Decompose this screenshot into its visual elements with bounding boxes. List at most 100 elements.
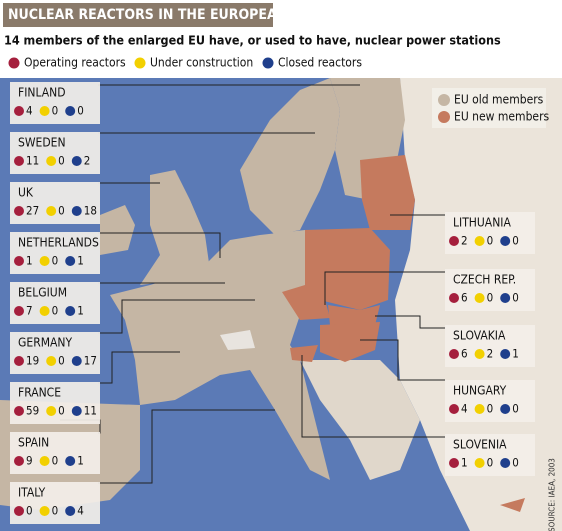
country-box-bg	[10, 132, 100, 174]
country-box: CZECH REP. 6 0 0	[445, 269, 535, 311]
count-dot	[14, 106, 24, 116]
country-name: UK	[18, 186, 34, 200]
count-value: 7	[26, 304, 33, 318]
leader-line	[324, 271, 445, 305]
count-dot	[46, 156, 57, 166]
country-box-bg	[10, 332, 100, 374]
legend-dot	[262, 57, 274, 69]
count-dot	[14, 456, 24, 466]
count-dot	[65, 106, 76, 116]
count-dot	[500, 349, 511, 359]
legend-label: Closed reactors	[278, 56, 362, 70]
country-box: ITALY 0 0 4	[10, 482, 100, 524]
count-value: 4	[461, 402, 468, 416]
count-dot	[39, 106, 50, 116]
cyprus-land	[500, 498, 525, 512]
map-key: EU old members EU new members	[432, 88, 550, 128]
count-value: 11	[84, 404, 97, 418]
count-dot	[500, 293, 511, 303]
slovenia-land	[290, 345, 318, 362]
count-value: 0	[487, 402, 494, 416]
count-dot	[449, 349, 459, 359]
mainland-land	[110, 230, 330, 480]
country-box-bg	[10, 232, 100, 274]
legend-label: Operating reactors	[24, 56, 126, 70]
title-bar	[3, 3, 273, 27]
country-box: SLOVAKIA 6 2 1	[445, 325, 535, 367]
count-value: 4	[26, 104, 33, 118]
country-name: SWEDEN	[18, 136, 66, 150]
scandinavia-land	[240, 78, 340, 235]
count-value: 1	[77, 254, 84, 268]
count-value: 59	[26, 404, 39, 418]
count-value: 0	[512, 291, 519, 305]
count-dot	[500, 236, 511, 246]
count-dot	[71, 356, 82, 366]
legend-label: Under construction	[150, 56, 253, 70]
leader-line	[360, 339, 445, 381]
count-value: 1	[461, 456, 468, 470]
count-dot	[39, 306, 50, 316]
count-dot	[449, 404, 459, 414]
country-box-bg	[10, 82, 100, 124]
count-value: 0	[52, 104, 59, 118]
count-dot	[14, 506, 24, 516]
count-dot	[449, 293, 459, 303]
country-name: SLOVAKIA	[453, 329, 506, 343]
country-box-bg	[445, 269, 535, 311]
count-value: 0	[52, 254, 59, 268]
country-name: LITHUANIA	[453, 216, 511, 230]
country-box-bg	[445, 380, 535, 422]
count-value: 19	[26, 354, 39, 368]
country-box: SLOVENIA 1 0 0	[445, 434, 535, 476]
czech-land	[282, 285, 330, 320]
count-dot	[65, 306, 76, 316]
leader-line	[98, 299, 255, 334]
count-dot	[474, 293, 485, 303]
count-value: 0	[77, 104, 84, 118]
count-dot	[71, 156, 82, 166]
count-dot	[39, 256, 50, 266]
count-value: 0	[512, 234, 519, 248]
count-value: 2	[487, 347, 494, 361]
country-name: SLOVENIA	[453, 438, 507, 452]
country-box: LITHUANIA 2 0 0	[445, 212, 535, 254]
country-name: ITALY	[18, 486, 46, 500]
country-box-bg	[10, 282, 100, 324]
ireland-land	[100, 205, 135, 255]
switzerland-land	[220, 330, 255, 350]
country-box: FRANCE 59 0 11	[10, 382, 100, 424]
count-dot	[14, 156, 24, 166]
country-box-bg	[445, 434, 535, 476]
count-value: 1	[77, 454, 84, 468]
count-dot	[65, 506, 76, 516]
hungary-land	[320, 322, 380, 362]
count-value: 27	[26, 204, 39, 218]
count-dot	[65, 456, 76, 466]
country-box-bg	[445, 212, 535, 254]
count-value: 0	[58, 404, 65, 418]
count-value: 9	[26, 454, 33, 468]
title: NUCLEAR REACTORS IN THE EUROPEAN UNION	[8, 7, 338, 23]
count-value: 2	[461, 234, 468, 248]
country-name: NETHERLANDS	[18, 236, 99, 250]
country-name: CZECH REP.	[453, 273, 516, 287]
source: SOURCE: IAEA, 2003	[548, 458, 557, 531]
country-box: NETHERLANDS 1 0 1	[10, 232, 100, 274]
count-dot	[14, 406, 24, 416]
count-dot	[71, 406, 82, 416]
count-dot	[474, 349, 485, 359]
map-key-dot	[438, 111, 450, 123]
country-name: FINLAND	[18, 86, 66, 100]
country-name: HUNGARY	[453, 384, 507, 398]
count-value: 2	[84, 154, 91, 168]
map-key-box	[432, 88, 546, 128]
country-box: GERMANY 19 0 17	[10, 332, 100, 374]
count-dot	[65, 256, 76, 266]
country-name: FRANCE	[18, 386, 61, 400]
poland-land	[305, 228, 390, 310]
count-value: 11	[26, 154, 39, 168]
country-box-bg	[10, 482, 100, 524]
